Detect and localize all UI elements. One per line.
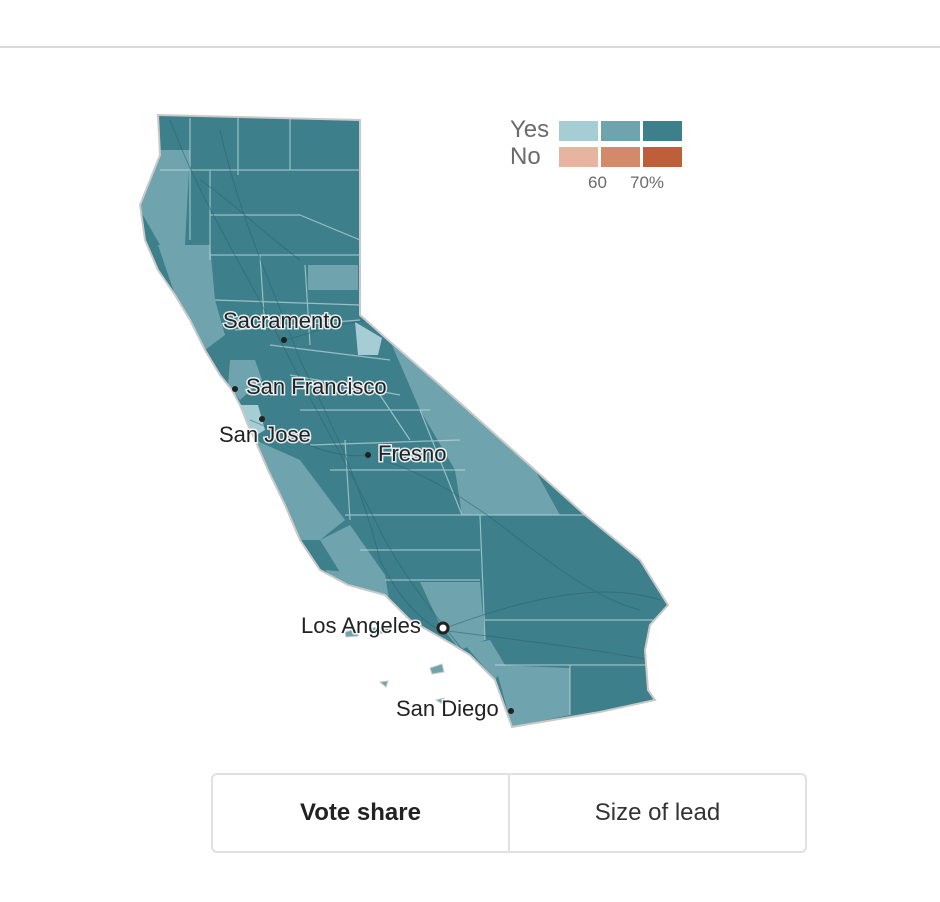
county-sonoma bbox=[175, 300, 225, 350]
city-los-angeles: Los Angeles bbox=[300, 612, 450, 640]
city-label: Fresno bbox=[378, 441, 446, 466]
city-label: San Francisco bbox=[246, 374, 387, 399]
city-fresno: Fresno bbox=[365, 440, 448, 468]
city-sacramento: Sacramento bbox=[222, 307, 343, 343]
county-monterey bbox=[255, 440, 345, 540]
legend-tick-70: 70% bbox=[630, 173, 665, 192]
city-san-francisco: San Francisco bbox=[232, 373, 388, 401]
county-alpine bbox=[355, 322, 382, 355]
legend-yes-label: Yes bbox=[510, 116, 550, 143]
channel-islands bbox=[344, 625, 445, 706]
legend-no-swatch-low bbox=[559, 147, 598, 167]
city-dot bbox=[508, 708, 514, 714]
city-dot bbox=[365, 452, 371, 458]
city-dot bbox=[232, 386, 238, 392]
county-san-luis-obispo bbox=[320, 525, 385, 585]
legend: Yes No 60 70% bbox=[500, 116, 700, 196]
county-inyo bbox=[420, 410, 560, 515]
city-dot bbox=[436, 621, 450, 635]
legend-yes-swatch-high bbox=[643, 121, 682, 141]
city-san-diego: San Diego bbox=[395, 695, 514, 723]
city-label: San Jose bbox=[219, 422, 311, 447]
county-plumas-sierra bbox=[308, 265, 358, 290]
city-label: Los Angeles bbox=[301, 613, 421, 638]
view-toggle: Vote share Size of lead bbox=[211, 773, 807, 853]
county-boundaries bbox=[160, 118, 655, 715]
city-label: San Diego bbox=[396, 696, 499, 721]
city-dot bbox=[259, 416, 265, 422]
city-dot bbox=[281, 337, 287, 343]
top-divider bbox=[0, 46, 940, 48]
city-label: Sacramento bbox=[223, 308, 342, 333]
legend-no-label: No bbox=[510, 143, 541, 170]
size-of-lead-button[interactable]: Size of lead bbox=[508, 775, 805, 851]
county-orange bbox=[465, 640, 505, 680]
city-san-jose: San Jose bbox=[218, 416, 312, 449]
legend-no-swatch-mid bbox=[601, 147, 640, 167]
legend-tick-60: 60 bbox=[588, 173, 607, 192]
legend-no-swatch-high bbox=[643, 147, 682, 167]
legend-yes-swatch-low bbox=[559, 121, 598, 141]
legend-yes-swatch-mid bbox=[601, 121, 640, 141]
vote-share-button[interactable]: Vote share bbox=[300, 799, 421, 826]
county-los-angeles bbox=[420, 582, 485, 650]
roads bbox=[169, 119, 661, 701]
